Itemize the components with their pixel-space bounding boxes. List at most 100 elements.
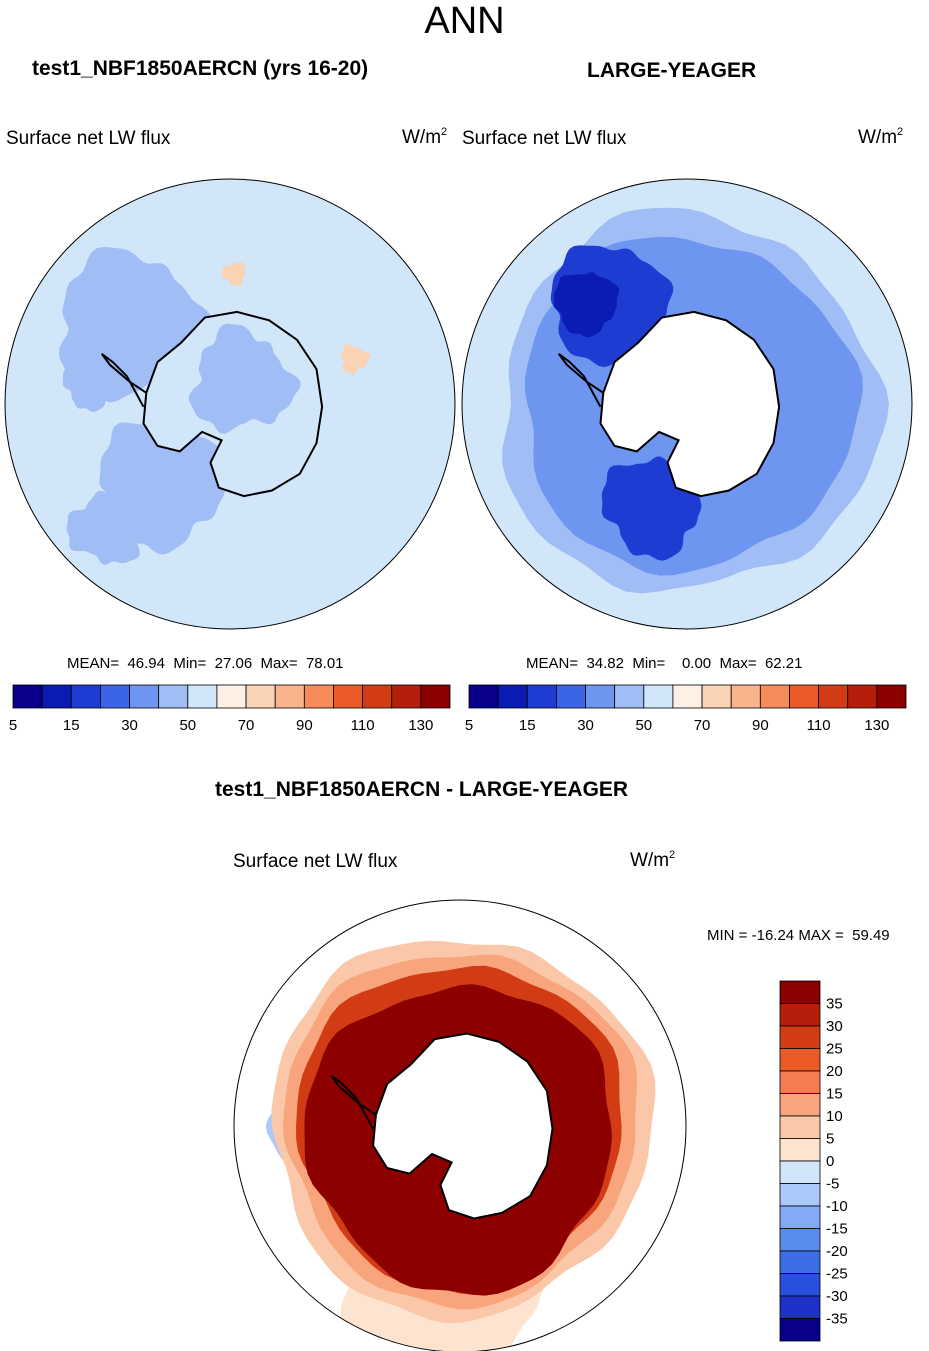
map-panel-1 xyxy=(4,178,456,630)
colorbar-tick-label: 110 xyxy=(807,717,831,734)
colorbar-box xyxy=(672,684,703,709)
colorbar-tick-label: 15 xyxy=(63,717,80,734)
colorbar-tick-label: 0 xyxy=(826,1153,834,1170)
colorbar-box xyxy=(779,1048,821,1072)
colorbar-tick-label: 90 xyxy=(296,717,313,734)
map-border xyxy=(4,178,456,630)
colorbar-tick-label: -20 xyxy=(826,1243,848,1260)
colorbar-tick-label: 5 xyxy=(465,717,473,734)
colorbar-box xyxy=(779,1318,821,1342)
colorbar-box xyxy=(779,980,821,1004)
colorbar-tick-label: 15 xyxy=(826,1086,843,1103)
panel-1-title: test1_NBF1850AERCN (yrs 16-20) xyxy=(32,57,369,80)
colorbar-tick-label: 5 xyxy=(9,717,17,734)
colorbar-box xyxy=(41,684,72,709)
field-south-ocean-low xyxy=(66,488,140,565)
peninsula-coastline xyxy=(557,352,604,408)
colorbar-box xyxy=(779,1093,821,1117)
colorbar-box xyxy=(779,1070,821,1094)
colorbar-box xyxy=(818,684,849,709)
colorbar-box xyxy=(556,684,586,709)
colorbar-box xyxy=(779,1183,821,1207)
colorbar-panel-2: 5 15 30 50 70 90 110 130 xyxy=(465,684,907,734)
colorbar-tick-label: -25 xyxy=(826,1266,848,1283)
colorbar-box xyxy=(100,684,130,709)
colorbar-tick-label: 15 xyxy=(519,717,536,734)
colorbar-tick-label: 25 xyxy=(826,1041,843,1058)
panel-1-stats: MEAN= 46.94 Min= 27.06 Max= 78.01 xyxy=(67,655,344,672)
colorbar-box xyxy=(362,684,393,709)
colorbar-box xyxy=(779,1138,821,1162)
colorbar-tick-label: 20 xyxy=(826,1063,843,1080)
panel-2-units: W/m2 xyxy=(858,126,904,148)
colorbar-box xyxy=(779,1250,821,1274)
colorbar-tick-label: 50 xyxy=(635,717,652,734)
coastline xyxy=(142,310,324,498)
colorbar-box xyxy=(187,684,218,709)
colorbar-box xyxy=(614,684,645,709)
colorbar-box xyxy=(730,684,761,709)
field-antarctic-continent-masked xyxy=(373,1033,553,1219)
colorbar-panel-3: 35 30 25 20 15 10 5 0 -5 -10 -15 -20 -25 -30 -35 xyxy=(779,980,848,1342)
colorbar-box xyxy=(779,1160,821,1184)
colorbar-box xyxy=(274,684,305,709)
colorbar-tick-label: -15 xyxy=(826,1221,848,1238)
colorbar-tick-label: 30 xyxy=(826,1018,843,1035)
figure-title: ANN xyxy=(424,0,505,42)
colorbar-tick-label: 30 xyxy=(577,717,594,734)
colorbar-box xyxy=(779,1295,821,1319)
peninsula-coastline xyxy=(330,1074,377,1130)
colorbar-box xyxy=(779,1003,821,1027)
colorbar-box xyxy=(779,1205,821,1229)
colorbar-box xyxy=(876,684,907,709)
colorbar-box xyxy=(420,684,451,709)
colorbar-box xyxy=(643,684,674,709)
colorbar-tick-label: 30 xyxy=(121,717,138,734)
panel-3-variable-label: Surface net LW flux xyxy=(233,851,398,872)
colorbar-box xyxy=(12,684,43,709)
colorbar-box xyxy=(779,1228,821,1252)
peninsula-coastline xyxy=(100,352,147,408)
map-border xyxy=(461,178,913,630)
field-weddell-ross-minima xyxy=(553,272,619,338)
colorbar-tick-label: 90 xyxy=(752,717,769,734)
colorbar-box xyxy=(158,684,189,709)
panel-3-title: test1_NBF1850AERCN - LARGE-YEAGER xyxy=(215,778,629,801)
colorbar-tick-label: 5 xyxy=(826,1131,834,1148)
colorbar-panel-1: 5 15 30 50 70 90 110 130 xyxy=(9,684,451,734)
colorbar-tick-label: 70 xyxy=(238,717,255,734)
field-peninsula-west xyxy=(62,355,120,412)
map-panel-2 xyxy=(461,178,913,630)
colorbar-box xyxy=(847,684,878,709)
colorbar-tick-label: 35 xyxy=(826,996,843,1013)
colorbar-box xyxy=(789,684,820,709)
field-coastal-patch-2 xyxy=(222,262,246,287)
field-interior-low xyxy=(188,323,301,434)
map-panel-3 xyxy=(233,899,687,1351)
colorbar-box xyxy=(585,684,616,709)
panel-3-stats: MIN = -16.24 MAX = 59.49 xyxy=(707,927,890,944)
colorbar-tick-label: 110 xyxy=(351,717,375,734)
map-border xyxy=(233,899,687,1351)
colorbar-tick-label: 50 xyxy=(179,717,196,734)
colorbar-box xyxy=(245,684,276,709)
colorbar-tick-label: 10 xyxy=(826,1108,843,1125)
coastline xyxy=(599,310,781,498)
colorbar-box xyxy=(468,684,499,709)
colorbar-tick-label: -30 xyxy=(826,1288,848,1305)
field-antarctic-continent-masked- xyxy=(600,311,780,497)
colorbar-box xyxy=(216,684,247,709)
panel-3-units: W/m2 xyxy=(630,849,676,871)
colorbar-tick-label: -10 xyxy=(826,1198,848,1215)
colorbar-box xyxy=(526,684,557,709)
colorbar-tick-label: -5 xyxy=(826,1176,839,1193)
colorbar-box xyxy=(333,684,364,709)
coastline xyxy=(372,1032,554,1220)
colorbar-box xyxy=(391,684,422,709)
panel-2-stats: MEAN= 34.82 Min= 0.00 Max= 62.21 xyxy=(526,655,803,672)
colorbar-box xyxy=(779,1025,821,1049)
colorbar-box xyxy=(759,684,790,709)
colorbar-box xyxy=(129,684,160,709)
colorbar-box xyxy=(779,1273,821,1297)
